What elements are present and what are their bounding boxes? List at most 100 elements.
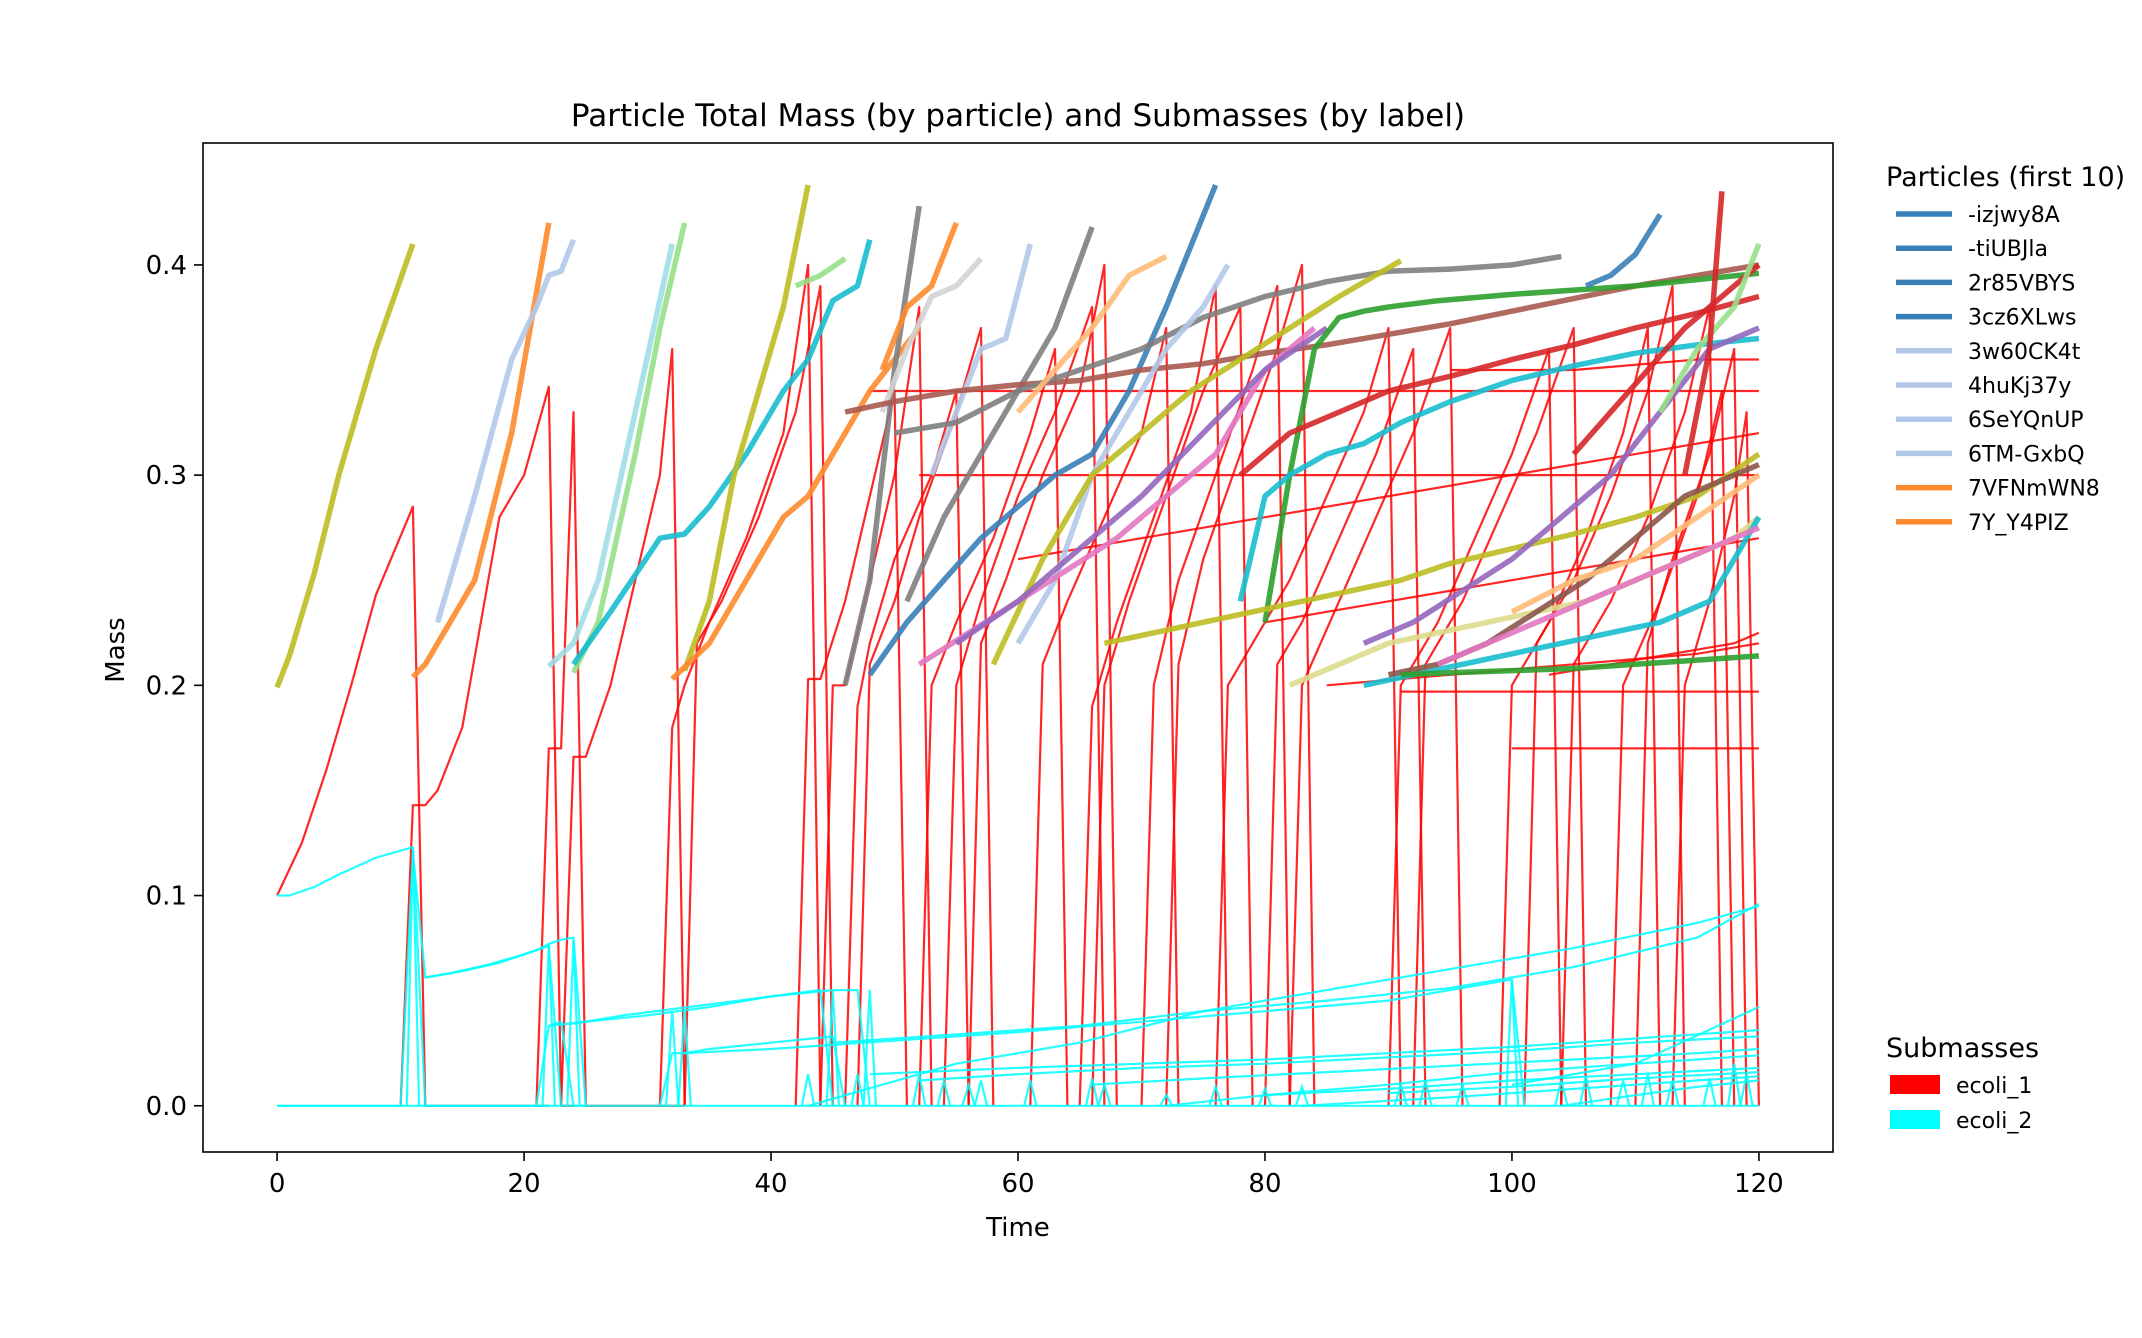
submass-line-ecoli_2 xyxy=(573,988,871,1106)
particle-legend-label: 3w60CK4t xyxy=(1968,340,2081,365)
submass-spike-ecoli_2 xyxy=(1455,1080,1470,1107)
particle-mass-line xyxy=(929,243,1033,477)
submass-line-ecoli_1 xyxy=(1288,326,1464,1106)
submass-line-ecoli_1 xyxy=(918,347,1069,1106)
submass-line-ecoli_1 xyxy=(1264,537,1760,624)
submass-line-ecoli_1 xyxy=(1165,263,1316,1106)
submass-spike-ecoli_2 xyxy=(1208,1083,1223,1107)
submass-line-ecoli_1 xyxy=(1029,326,1180,1106)
submass-legend-swatch xyxy=(1890,1075,1940,1094)
particle-mass-line xyxy=(682,184,811,672)
submass-line-ecoli_2 xyxy=(869,1029,1759,1076)
particle-mass-line xyxy=(1103,451,1761,646)
submass-line-ecoli_1 xyxy=(399,385,574,1107)
submass-line-ecoli_1 xyxy=(856,326,995,1106)
particle-legend-label: 7VFNmWN8 xyxy=(1968,477,2100,502)
submass-spike-ecoli_2 xyxy=(1418,1080,1433,1107)
particle-legend-label: 7Y_Y4PIZ xyxy=(1968,511,2069,536)
particle-mass-line xyxy=(894,253,1562,436)
submass-legend-label: ecoli_2 xyxy=(1956,1109,2032,1134)
submass-line-ecoli_2 xyxy=(1561,1079,1760,1107)
submass-line-ecoli_2 xyxy=(807,905,1760,1107)
submass-spike-ecoli_2 xyxy=(1504,979,1520,1106)
particles-legend: Particles (first 10) -izjwy8A -tiUBJla 2r8… xyxy=(1886,162,2125,536)
submass-spike-ecoli_2 xyxy=(1097,1080,1112,1107)
submass-line-ecoli_1 xyxy=(1523,284,1686,1106)
submass-spike-ecoli_2 xyxy=(800,1073,816,1107)
submass-line-ecoli_2 xyxy=(1092,1047,1759,1086)
particles-legend-title: Particles (first 10) xyxy=(1886,162,2125,193)
submass-spike-ecoli_2 xyxy=(665,1011,680,1106)
particle-mass-line xyxy=(867,183,1219,677)
submass-line-ecoli_1 xyxy=(1214,326,1402,1106)
submass-spike-ecoli_2 xyxy=(1294,1083,1310,1107)
particle-mass-line xyxy=(1436,525,1760,667)
submass-line-ecoli_1 xyxy=(1450,358,1759,372)
submass-line-ecoli_1 xyxy=(658,263,822,1106)
x-tick-label: 60 xyxy=(1001,1169,1034,1199)
submass-line-ecoli_1 xyxy=(560,347,686,1106)
particle-mass-line xyxy=(1238,293,1760,478)
submass-line-ecoli_1 xyxy=(1609,389,1736,1106)
submass-spike-ecoli_2 xyxy=(936,1080,952,1107)
submass-spike-ecoli_2 xyxy=(1554,1080,1569,1107)
submass-spike-ecoli_2 xyxy=(1615,1080,1631,1107)
particle-mass-line xyxy=(1584,213,1663,289)
particle-legend-label: 4huKj37y xyxy=(1968,374,2071,399)
submass-line-ecoli_2 xyxy=(1264,1066,1759,1097)
x-axis-label: Time xyxy=(985,1213,1050,1243)
submass-line-ecoli_2 xyxy=(1166,1054,1759,1107)
x-tick-label: 0 xyxy=(269,1169,286,1199)
submass-spike-ecoli_2 xyxy=(1084,1078,1100,1107)
submass-line-ecoli_1 xyxy=(942,305,1106,1106)
chart-title: Particle Total Mass (by particle) and Su… xyxy=(571,98,1465,134)
submass-spike-ecoli_2 xyxy=(677,1009,692,1106)
submass-spike-ecoli_2 xyxy=(566,939,581,1106)
particle-mass-line xyxy=(794,256,847,289)
particle-mass-line xyxy=(904,226,1095,603)
particle-mass-line xyxy=(670,326,922,681)
x-tick-label: 40 xyxy=(754,1169,787,1199)
y-tick-label: 0.2 xyxy=(146,671,187,701)
submass-spike-ecoli_2 xyxy=(405,847,421,1106)
particle-mass-line xyxy=(274,242,416,689)
submass-spike-ecoli_2 xyxy=(1159,1093,1174,1107)
particle-mass-line xyxy=(879,256,984,414)
y-tick-label: 0.1 xyxy=(146,882,187,912)
submasses-legend: Submasses ecoli_1 ecoli_2 xyxy=(1886,1033,2039,1134)
submass-spike-ecoli_2 xyxy=(825,990,840,1106)
submasses-legend-title: Submasses xyxy=(1886,1033,2039,1064)
submass-spike-ecoli_2 xyxy=(541,943,556,1106)
x-tick-label: 120 xyxy=(1734,1169,1784,1199)
particle-mass-line xyxy=(1510,472,1761,615)
particle-legend-label: 3cz6XLws xyxy=(1968,306,2076,331)
submass-spike-ecoli_2 xyxy=(1257,1085,1273,1107)
submass-line-ecoli_2 xyxy=(658,1035,847,1107)
submass-spike-ecoli_2 xyxy=(1023,1080,1038,1107)
plot-area xyxy=(274,183,1762,1107)
y-tick-label: 0.3 xyxy=(146,461,187,491)
particle-mass-line xyxy=(410,222,552,679)
particle-legend-label: 2r85VBYS xyxy=(1968,271,2075,296)
particle-mass-line xyxy=(1657,242,1762,414)
submass-line-ecoli_1 xyxy=(1263,347,1427,1106)
submass-spike-ecoli_2 xyxy=(1702,1078,1717,1107)
particle-mass-line xyxy=(1015,254,1168,414)
particle-mass-line xyxy=(1571,262,1761,456)
submass-spike-ecoli_2 xyxy=(1665,1080,1680,1107)
submass-spike-ecoli_2 xyxy=(1739,1073,1754,1107)
y-axis-label: Mass xyxy=(101,617,131,682)
x-tick-label: 20 xyxy=(508,1169,541,1199)
particle-mass-line xyxy=(546,243,675,669)
particle-mass-line xyxy=(842,205,922,686)
particle-legend-label: -tiUBJla xyxy=(1968,237,2048,262)
submass-spike-ecoli_2 xyxy=(1726,1063,1742,1106)
x-tick-label: 100 xyxy=(1487,1169,1537,1199)
submass-spike-ecoli_2 xyxy=(911,1073,927,1107)
submass-line-ecoli_2 xyxy=(425,936,587,1106)
submass-line-ecoli_2 xyxy=(1388,1071,1759,1095)
particle-legend-label: 6SeYQnUP xyxy=(1968,408,2084,433)
submass-line-ecoli_2 xyxy=(919,1035,1759,1082)
particle-mass-line xyxy=(1400,653,1760,678)
